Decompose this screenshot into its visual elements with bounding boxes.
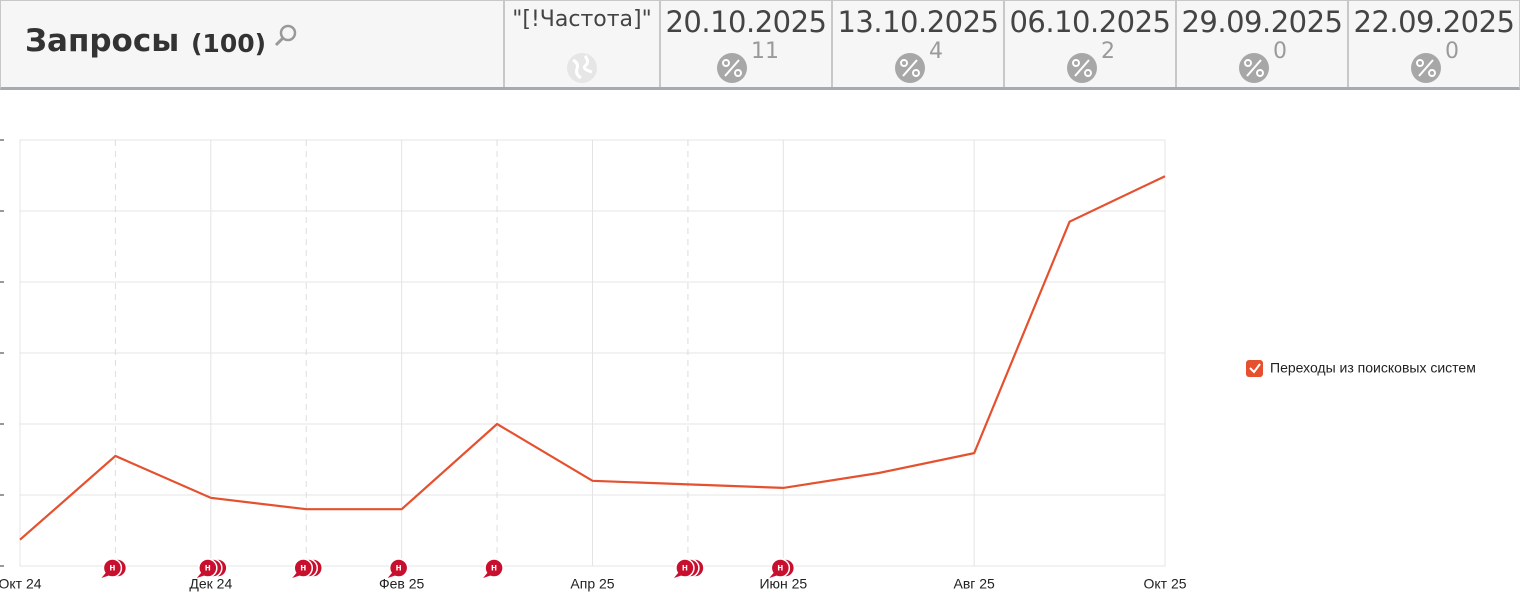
- x-tick-label: Апр 25: [570, 576, 614, 592]
- x-tick-label: Июн 25: [759, 576, 807, 592]
- annotation-marker: [388, 558, 409, 578]
- annotation-tail: [387, 572, 397, 578]
- annotation[interactable]: н: [483, 558, 504, 578]
- annotation-marker: [770, 558, 791, 578]
- annotation-label: н: [300, 563, 306, 574]
- query-count: (100): [191, 29, 267, 58]
- annotation-marker: [293, 558, 313, 578]
- freq-column[interactable]: "[!Частота]": [503, 1, 659, 87]
- title: Запросы: [25, 23, 180, 59]
- query-column[interactable]: Запросы (100): [1, 1, 503, 87]
- column-count: 11: [751, 39, 779, 64]
- annotation-label: н: [205, 563, 211, 574]
- search-icon[interactable]: [271, 21, 301, 51]
- annotation-marker: [102, 558, 123, 578]
- legend-check: [1249, 363, 1261, 374]
- annotation[interactable]: н: [196, 558, 228, 578]
- date-label: 22.09.2025: [1353, 5, 1515, 39]
- date-column[interactable]: 22.09.2025 0: [1347, 1, 1519, 87]
- date-column[interactable]: 20.10.2025 11: [659, 1, 831, 87]
- annotation[interactable]: н: [769, 558, 796, 578]
- globe-icon: [567, 53, 597, 83]
- date-label: 29.09.2025: [1181, 5, 1343, 39]
- annotation-marker: [198, 558, 218, 578]
- annotation-label: н: [777, 563, 783, 574]
- legend-label: Переходы из поисковых систем: [1270, 360, 1476, 376]
- annotation[interactable]: н: [101, 558, 128, 578]
- date-column[interactable]: 29.09.2025 0: [1175, 1, 1347, 87]
- chart: Окт 24 Дек 24 Фев 25 Апр 25 Июн 25 Авг 25 Окт …: [0, 139, 1476, 592]
- annotation[interactable]: н: [387, 558, 409, 578]
- percent-icon[interactable]: [893, 51, 927, 85]
- percent-icon[interactable]: [715, 51, 749, 85]
- annotation-label: н: [396, 563, 402, 574]
- series-line: [19, 175, 1166, 541]
- annotation-tail: [483, 572, 493, 578]
- date-column[interactable]: 06.10.2025 2: [1003, 1, 1175, 87]
- percent-icon[interactable]: [1237, 51, 1271, 85]
- x-tick-label: Авг 25: [953, 576, 995, 592]
- annotation-marker: [675, 558, 695, 578]
- percent-icon[interactable]: [1409, 51, 1443, 85]
- legend-checkbox[interactable]: [1246, 360, 1263, 377]
- annotation-tail: [196, 572, 206, 578]
- annotation-label: н: [109, 563, 115, 574]
- date-column[interactable]: 13.10.2025 4: [831, 1, 1003, 87]
- table-header: Запросы (100) "[!Частота]" 20.10.2025 11…: [0, 0, 1520, 90]
- x-tick-label: Фев 25: [379, 576, 425, 592]
- annotation-marker: [484, 558, 504, 578]
- annotation[interactable]: н: [673, 558, 705, 578]
- column-label: "[!Частота]": [512, 7, 652, 32]
- date-label: 20.10.2025: [665, 5, 827, 39]
- x-tick-label: Окт 24: [0, 576, 42, 592]
- annotation-tail: [769, 572, 779, 578]
- column-count: 0: [1445, 39, 1459, 64]
- date-label: 13.10.2025: [837, 5, 999, 39]
- column-count: 2: [1101, 39, 1115, 64]
- column-count: 0: [1273, 39, 1287, 64]
- annotation-label: н: [491, 563, 497, 574]
- annotation-label: н: [682, 563, 688, 574]
- annotation-tail: [673, 572, 683, 578]
- x-tick-label: Дек 24: [189, 576, 232, 592]
- column-count: 4: [929, 39, 943, 64]
- annotation[interactable]: н: [292, 558, 323, 578]
- annotation-tail: [101, 572, 111, 578]
- annotation-tail: [292, 572, 302, 578]
- x-tick-label: Окт 25: [1143, 576, 1186, 592]
- date-label: 06.10.2025: [1009, 5, 1171, 39]
- percent-icon[interactable]: [1065, 51, 1099, 85]
